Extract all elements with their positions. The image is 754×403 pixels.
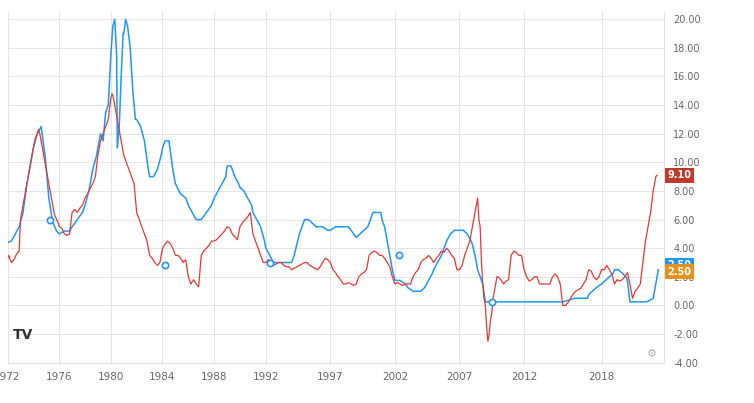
Text: 2.50: 2.50 xyxy=(668,260,691,270)
Text: ⚙: ⚙ xyxy=(647,349,657,359)
Text: TV: TV xyxy=(13,328,33,342)
Text: 9.10: 9.10 xyxy=(668,170,691,180)
Text: 2.50: 2.50 xyxy=(668,267,691,277)
